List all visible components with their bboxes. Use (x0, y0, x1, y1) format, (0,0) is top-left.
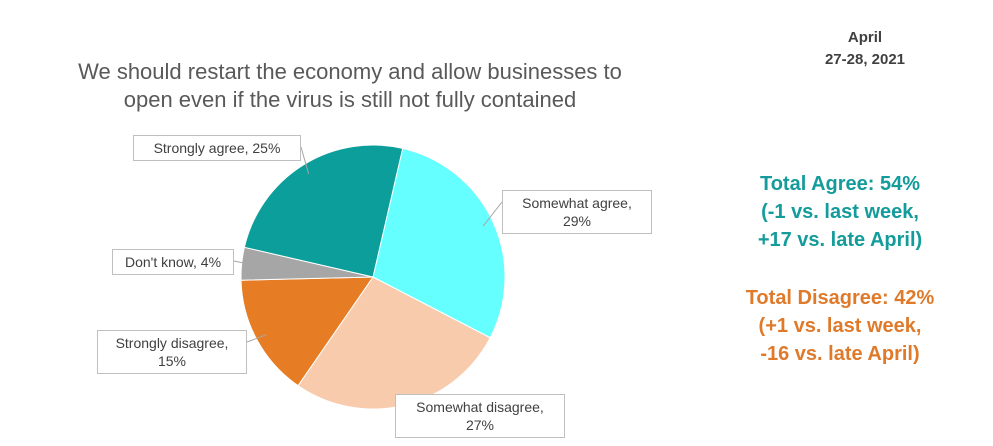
data-label: Strongly agree, 25% (133, 135, 301, 161)
leader-line (246, 334, 267, 343)
date: April 27-28, 2021 (790, 27, 940, 71)
title-line: open even if the virus is still not full… (123, 87, 577, 112)
date-line: 27-28, 2021 (824, 51, 906, 68)
leader-line (300, 146, 310, 175)
leader-line (482, 201, 503, 227)
data-label: Strongly disagree, 15% (97, 330, 247, 374)
agree-note: Total Agree: 54% (-1 vs. last week, +17 … (710, 170, 970, 254)
pie-slice (240, 276, 374, 387)
chart-title: We should restart the economy and allow … (20, 58, 680, 114)
leader-line (233, 260, 253, 266)
note-line: +17 vs. late April) (757, 229, 923, 251)
data-label: Somewhat agree, 29% (502, 190, 652, 234)
date-line: April (847, 29, 883, 46)
note-line: Total Disagree: 42% (745, 287, 935, 309)
note-line: (-1 vs. last week, (761, 201, 919, 223)
disagree-note: Total Disagree: 42% (+1 vs. last week, -… (710, 284, 970, 368)
pie-slice (372, 147, 506, 339)
note-line: Total Agree: 54% (759, 173, 921, 195)
title-line: We should restart the economy and allow … (78, 59, 622, 84)
note-line: -16 vs. late April) (760, 343, 920, 365)
note-line: (+1 vs. last week, (758, 315, 922, 337)
pie-slice (243, 144, 404, 278)
data-label: Somewhat disagree, 27% (395, 394, 565, 438)
data-label: Don't know, 4% (112, 249, 234, 275)
